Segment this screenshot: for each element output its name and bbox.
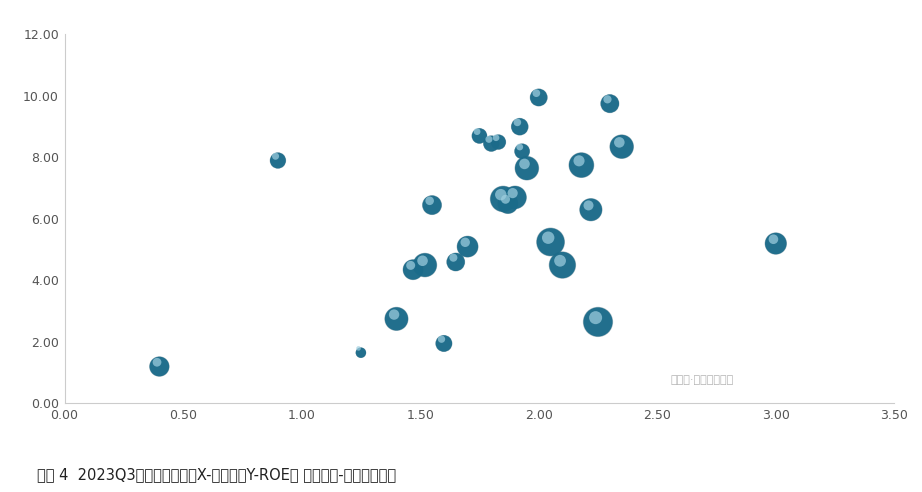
Point (484, 140, 499, 148)
Point (768, 240, 783, 247)
Point (614, 143, 629, 151)
Point (574, 161, 589, 169)
Point (543, 238, 558, 246)
Point (491, 138, 506, 146)
Point (422, 197, 437, 205)
Point (508, 193, 523, 201)
Point (612, 138, 627, 146)
Point (460, 243, 475, 250)
Point (425, 201, 440, 209)
Point (514, 147, 529, 155)
Point (353, 349, 368, 357)
Point (510, 119, 525, 126)
Point (152, 363, 167, 370)
Point (584, 206, 598, 214)
Point (149, 358, 164, 366)
Point (493, 191, 508, 199)
Point (351, 344, 366, 352)
Point (484, 140, 499, 148)
Point (572, 157, 586, 165)
Point (425, 201, 440, 209)
Point (448, 258, 463, 266)
Point (505, 189, 520, 197)
Point (552, 257, 567, 265)
Point (602, 100, 617, 108)
Point (768, 240, 783, 247)
Point (353, 349, 368, 357)
Point (406, 266, 420, 274)
Point (460, 243, 475, 250)
Point (469, 127, 484, 135)
Point (270, 156, 285, 164)
Point (508, 193, 523, 201)
Point (403, 261, 418, 269)
Point (446, 254, 461, 262)
Point (489, 134, 503, 142)
Point (472, 132, 487, 140)
Point (529, 89, 544, 97)
Text: 公众号·联合投资咨询: 公众号·联合投资咨询 (670, 375, 734, 385)
Point (491, 138, 506, 146)
Point (434, 335, 449, 343)
Point (513, 123, 527, 130)
Point (496, 195, 511, 203)
Point (472, 132, 487, 140)
Point (588, 314, 603, 322)
Point (418, 261, 432, 269)
Point (436, 339, 451, 347)
Point (498, 195, 513, 203)
Point (418, 261, 432, 269)
Point (555, 261, 570, 269)
Point (389, 315, 404, 323)
Point (591, 318, 606, 326)
Point (268, 152, 283, 160)
Point (501, 200, 515, 208)
Text: 图表 4  2023Q3盈利能力解构（X-净息差，Y-ROE， 气泡大小-信用成本率）: 图表 4 2023Q3盈利能力解构（X-净息差，Y-ROE， 气泡大小-信用成本… (37, 467, 396, 482)
Point (581, 201, 596, 209)
Point (501, 200, 515, 208)
Point (513, 143, 527, 151)
Point (602, 100, 617, 108)
Point (406, 266, 420, 274)
Point (481, 135, 496, 143)
Point (513, 123, 527, 130)
Point (517, 160, 532, 168)
Point (519, 164, 534, 172)
Point (519, 164, 534, 172)
Point (600, 95, 615, 103)
Point (458, 238, 473, 246)
Point (389, 315, 404, 323)
Point (766, 235, 781, 243)
Point (584, 206, 598, 214)
Point (152, 363, 167, 370)
Point (531, 93, 546, 101)
Point (531, 93, 546, 101)
Point (448, 258, 463, 266)
Point (614, 143, 629, 151)
Point (514, 147, 529, 155)
Point (543, 238, 558, 246)
Point (386, 310, 401, 318)
Point (574, 161, 589, 169)
Point (415, 257, 430, 265)
Point (591, 318, 606, 326)
Point (541, 234, 556, 242)
Point (555, 261, 570, 269)
Point (436, 339, 451, 347)
Point (496, 195, 511, 203)
Point (270, 156, 285, 164)
